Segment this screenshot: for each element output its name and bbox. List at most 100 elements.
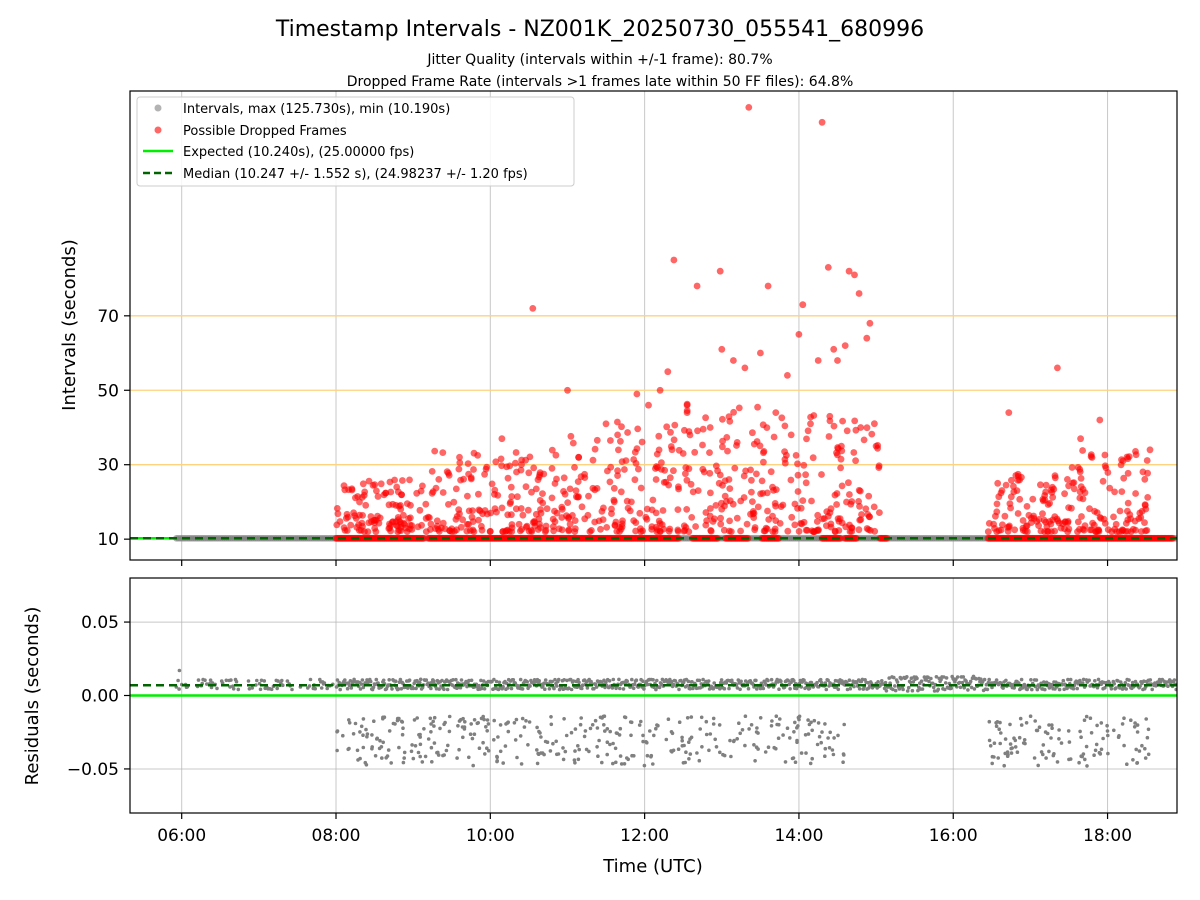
dropped-point-852	[649, 496, 657, 504]
residual-point-858	[1060, 682, 1065, 687]
residual-point-639	[857, 687, 862, 691]
dropped-point-1120	[862, 505, 870, 513]
residuals-xtick-label-4: 14:00	[774, 826, 823, 846]
dropped-point-1307	[1088, 526, 1095, 534]
residual-point-38	[259, 678, 264, 683]
residual-point-1423	[1013, 738, 1018, 743]
dropped-point-749	[614, 418, 621, 426]
dropped-point-689	[524, 506, 532, 514]
residual-point-314	[556, 677, 561, 682]
dropped-point-1345	[664, 368, 672, 376]
dropped-point-929	[718, 505, 726, 513]
residual-point-352	[592, 686, 596, 691]
residual-point-1039	[380, 756, 384, 760]
dropped-point-1367	[656, 386, 664, 394]
residual-point-820	[1025, 687, 1029, 692]
residual-point-1139	[603, 729, 607, 733]
residual-point-1397	[1047, 749, 1051, 754]
residual-point-1272	[496, 735, 500, 739]
residual-point-1290	[486, 748, 491, 753]
residual-point-1086	[535, 761, 540, 766]
dropped-point-1043	[802, 479, 810, 487]
residual-point-22	[224, 678, 229, 683]
residual-point-1225	[484, 725, 488, 729]
residual-point-839	[1043, 687, 1047, 692]
dropped-point-974	[681, 426, 688, 434]
residual-point-493	[722, 686, 727, 691]
dropped-point-691	[522, 456, 529, 464]
residual-point-1461	[1044, 756, 1048, 760]
residual-point-1148	[512, 721, 517, 725]
figure-subtitle-dropped: Dropped Frame Rate (intervals >1 frames …	[347, 74, 854, 90]
residual-point-1453	[1052, 752, 1056, 756]
residuals-xtick-label-0: 06:00	[157, 826, 206, 846]
residual-point-31	[246, 679, 251, 683]
dropped-point-858	[571, 528, 579, 535]
residual-point-1222	[526, 743, 530, 747]
residual-point-706	[919, 679, 924, 683]
dropped-point-1376	[857, 424, 865, 431]
dropped-point-622	[517, 505, 525, 512]
residual-point-874	[1075, 686, 1079, 691]
residual-point-1138	[361, 745, 366, 750]
dropped-point-1326	[1094, 526, 1102, 534]
residual-point-273	[518, 677, 523, 682]
dropped-point-1124	[856, 516, 864, 524]
residual-point-916	[1114, 686, 1118, 690]
dropped-point-1182	[1041, 492, 1049, 499]
residual-point-1454	[1057, 737, 1061, 741]
residual-point-519	[746, 686, 751, 691]
dropped-point-686	[558, 514, 566, 521]
residual-point-1381	[1083, 757, 1087, 762]
dropped-point-592	[512, 459, 519, 467]
dropped-point-1263	[1132, 451, 1140, 459]
residual-point-1104	[384, 756, 389, 760]
residual-point-696	[910, 688, 915, 693]
residual-point-1422	[1015, 750, 1020, 754]
residual-point-544	[769, 677, 774, 682]
dropped-point-530	[422, 500, 430, 508]
residual-point-1343	[503, 744, 508, 748]
dropped-point-1170	[985, 520, 993, 527]
residual-point-920	[1118, 686, 1122, 690]
dropped-point-1011	[788, 513, 796, 521]
dropped-point-1208	[1007, 504, 1014, 512]
dropped-point-1273	[1070, 479, 1078, 486]
residual-point-702	[916, 688, 920, 693]
residual-point-141	[396, 687, 401, 691]
residual-point-714	[927, 679, 931, 684]
residual-point-663	[880, 679, 884, 683]
residual-point-1	[176, 678, 180, 683]
residual-point-648	[866, 680, 870, 685]
dropped-point-1281	[1124, 507, 1131, 515]
dropped-point-490	[371, 525, 379, 532]
residual-point-320	[562, 678, 566, 682]
dropped-point-1099	[871, 420, 878, 428]
residual-point-228	[477, 683, 481, 688]
residual-point-1457	[1099, 747, 1104, 752]
residual-point-690	[905, 675, 909, 679]
dropped-point-918	[707, 505, 714, 512]
dropped-point-882	[685, 465, 693, 473]
dropped-point-581	[456, 459, 464, 467]
dropped-point-956	[717, 520, 725, 528]
dropped-point-957	[699, 441, 706, 449]
residual-point-1344	[615, 731, 619, 736]
dropped-point-1040	[837, 464, 844, 472]
residual-point-83	[343, 678, 347, 682]
residual-point-893	[1093, 679, 1097, 683]
dropped-point-856	[575, 453, 582, 461]
dropped-point-618	[525, 469, 533, 477]
residual-point-1371	[999, 731, 1003, 735]
residual-point-1284	[600, 760, 604, 765]
dropped-point-710	[470, 449, 478, 457]
dropped-point-656	[497, 455, 505, 463]
dropped-point-1163	[1044, 528, 1052, 535]
dropped-point-569	[399, 477, 406, 484]
dropped-point-1010	[838, 482, 846, 490]
residual-point-1388	[1021, 741, 1026, 745]
dropped-point-959	[694, 487, 702, 494]
residual-point-144	[399, 687, 404, 691]
residual-point-864	[1066, 677, 1070, 682]
residual-point-1281	[807, 722, 812, 727]
